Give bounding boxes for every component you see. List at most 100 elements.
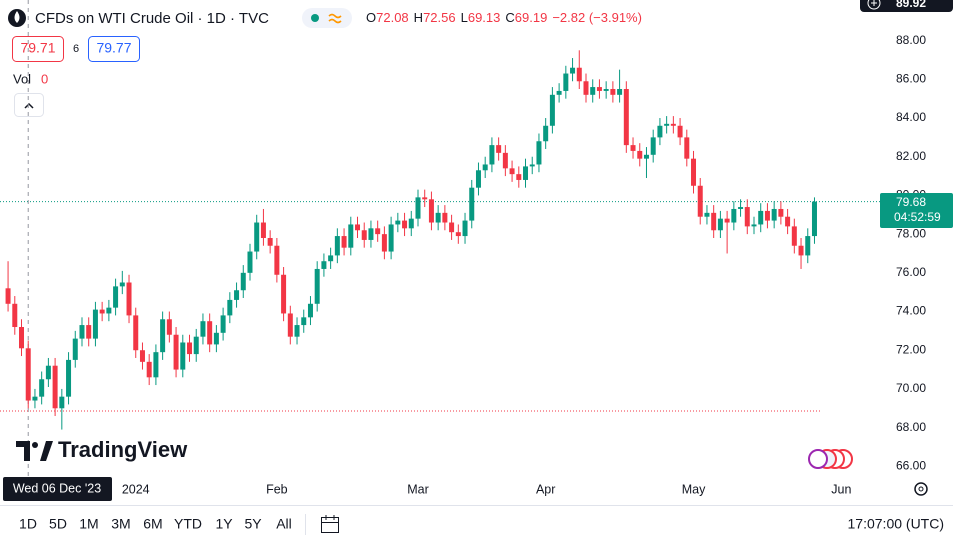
candle-body	[240, 272, 246, 291]
candle-body	[744, 207, 750, 227]
y-tick-label: 82.00	[896, 149, 926, 163]
ohlc-value: 72.56	[423, 10, 456, 25]
range-button[interactable]: 1M	[79, 516, 98, 532]
ohlc-value: 69.19	[515, 10, 548, 25]
calendar-lines	[321, 515, 339, 523]
candle-body	[166, 319, 172, 335]
candle-body	[563, 73, 569, 91]
volume-value: 0	[41, 71, 48, 86]
candle-body	[408, 218, 414, 229]
candle-body	[173, 334, 179, 370]
spread: 6	[73, 43, 79, 55]
candle-body	[395, 220, 401, 225]
candle-body	[536, 141, 542, 165]
crosshair-date: Wed 06 Dec '23	[13, 481, 101, 495]
delay-icon	[328, 13, 342, 24]
candle-body	[119, 282, 125, 287]
candle-body	[267, 238, 273, 246]
logo-dot	[32, 442, 38, 448]
chevron-icon	[24, 102, 34, 109]
candle-body	[153, 352, 159, 378]
calendar-icon[interactable]	[321, 515, 339, 533]
change: −2.82 (−3.91%)	[552, 10, 642, 25]
market-dot	[311, 14, 319, 22]
range-button[interactable]: 1D	[19, 516, 37, 532]
candle-body	[509, 168, 515, 175]
candle-body	[664, 123, 670, 126]
candle-body	[160, 319, 166, 353]
range-button[interactable]: 6M	[143, 516, 162, 532]
candle-body	[731, 208, 737, 223]
candle-body	[5, 288, 11, 304]
candle-body	[778, 208, 784, 217]
flags	[808, 449, 853, 469]
candle-body	[630, 145, 636, 151]
ohlc-value: 69.13	[468, 10, 501, 25]
candle-body	[442, 212, 448, 223]
bid-box[interactable]	[12, 36, 64, 62]
ohlc-value: 72.08	[376, 10, 409, 25]
symbol-title: CFDs on WTI Crude Oil · 1D · TVC	[35, 10, 269, 27]
candle-body	[381, 234, 387, 252]
x-tick-label: Apr	[536, 482, 555, 496]
candle-body	[677, 125, 683, 138]
candle-body	[106, 307, 112, 314]
candle-body	[39, 379, 45, 397]
y-tick-label: 76.00	[896, 265, 926, 279]
candle-body	[99, 309, 105, 314]
candle-body	[402, 220, 408, 229]
candle-body	[657, 125, 663, 138]
candle-body	[785, 216, 791, 227]
x-tick-label: Feb	[266, 482, 288, 496]
candle-body	[523, 166, 529, 180]
candle-body	[637, 150, 643, 159]
candle-body	[684, 137, 690, 159]
x-tick-label: Jun	[831, 482, 851, 496]
y-tick-label: 78.00	[896, 226, 926, 240]
range-button[interactable]: 5D	[49, 516, 67, 532]
range-button[interactable]: 5Y	[244, 516, 262, 532]
candle-body	[126, 282, 132, 316]
candle-body	[691, 158, 697, 186]
candle-body	[45, 365, 51, 380]
range-button[interactable]: 1Y	[215, 516, 233, 532]
settings-icon[interactable]	[914, 482, 928, 496]
event-icon[interactable]	[808, 449, 828, 469]
candle-body	[307, 303, 313, 318]
range-button[interactable]: YTD	[174, 516, 202, 532]
plus-icon[interactable]	[867, 0, 881, 10]
ohlc-label: C	[505, 10, 514, 25]
candle-body	[516, 174, 522, 180]
candle-body	[751, 224, 757, 227]
candle-body	[764, 210, 770, 221]
candle-body	[543, 125, 549, 142]
candle-body	[603, 89, 609, 91]
ohlc-legend: O72.08 H72.56 L69.13 C69.19 −2.82 (−3.91%)	[366, 10, 642, 25]
clock: 17:07:00 (UTC)	[848, 516, 944, 532]
candle-body	[25, 348, 31, 401]
candle-body	[187, 342, 193, 355]
candle-body	[314, 268, 320, 304]
candle-body	[207, 321, 213, 345]
candle-body	[449, 222, 455, 233]
y-tick-label: 66.00	[896, 458, 926, 472]
top-price: 89.92	[896, 0, 926, 10]
candle-body	[321, 261, 327, 269]
candle-body	[213, 332, 219, 345]
candle-body	[596, 87, 602, 91]
candle-body	[583, 81, 589, 95]
x-tick-label: May	[682, 482, 706, 496]
logo: TradingView	[16, 437, 188, 462]
range-button[interactable]: 3M	[111, 516, 130, 532]
candle-body	[32, 396, 38, 401]
candle-body	[375, 228, 381, 235]
range-button[interactable]: All	[276, 516, 292, 532]
status-pill[interactable]	[302, 8, 352, 28]
y-tick-label: 70.00	[896, 381, 926, 395]
logo-slash	[40, 441, 53, 461]
candle-body	[388, 224, 394, 252]
volume-label: Vol	[13, 71, 31, 86]
ask-box[interactable]	[88, 36, 140, 62]
